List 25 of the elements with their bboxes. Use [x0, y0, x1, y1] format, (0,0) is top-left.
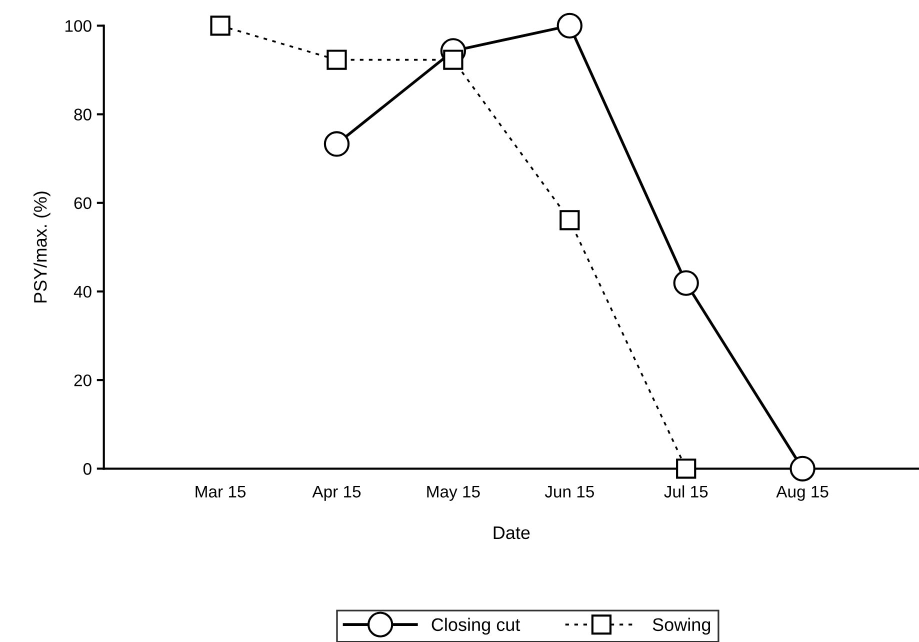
- point: [326, 50, 347, 70]
- x-tick-label: Jul 15: [664, 485, 708, 498]
- y-tick-label: 0: [83, 463, 92, 475]
- point: [210, 16, 230, 36]
- y-tick-label: 100: [66, 20, 92, 32]
- legend-label: Closing cut: [432, 618, 520, 635]
- legend-label: Sowing: [652, 618, 710, 635]
- point: [560, 210, 580, 230]
- x-tick-label: Mar 15: [196, 486, 246, 498]
- x-tick-label: Aug 15: [776, 486, 828, 501]
- y-tick-label: 40: [74, 286, 92, 298]
- y-tick-label: 60: [74, 197, 92, 210]
- point: [556, 12, 582, 39]
- x-tick-label: Apr 15: [312, 486, 361, 501]
- x-tick-label: May 15: [427, 486, 480, 501]
- point: [790, 456, 816, 482]
- y-tick-label: 20: [74, 374, 92, 386]
- y-tick-label: 80: [74, 108, 92, 120]
- point: [443, 50, 464, 70]
- x-tick-label: Jun 15: [544, 486, 594, 498]
- point: [676, 458, 696, 479]
- x-axis-title: Date: [494, 526, 530, 540]
- y-axis-title: PSY/max. (%): [34, 192, 50, 302]
- point: [673, 270, 699, 296]
- point: [324, 131, 350, 157]
